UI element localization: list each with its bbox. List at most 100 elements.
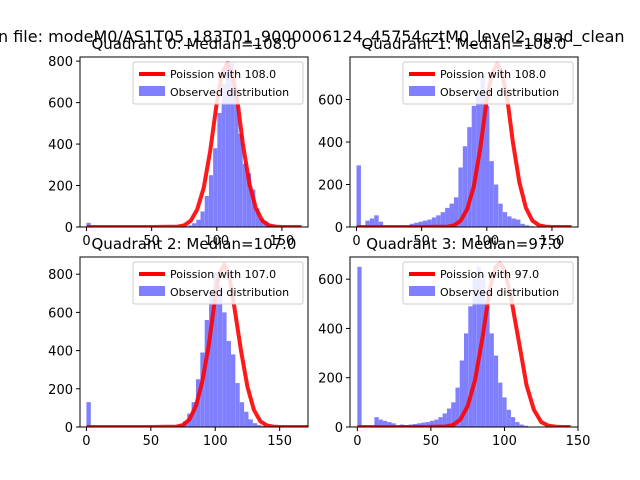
histogram-bar (480, 76, 485, 227)
y-tick-label: 400 (318, 136, 343, 151)
histogram-bar (464, 333, 469, 427)
histogram-bar (242, 163, 247, 227)
subplot-0: 0 50 100 150 0 200 400 600 800 Quadrant 0: Median… (48, 35, 309, 249)
histogram-bar (507, 216, 512, 227)
legend: Poission with 108.0 Observed distribution (132, 61, 304, 105)
histogram-bar (459, 360, 464, 427)
histogram-bar (484, 105, 490, 227)
histogram-bar (382, 420, 388, 427)
histogram-bar (438, 417, 443, 427)
histogram-bar (374, 215, 379, 227)
histogram-bar (244, 411, 249, 427)
histogram-bar (498, 203, 503, 227)
histogram-bar (431, 217, 437, 227)
histogram-bar (208, 175, 214, 227)
histogram-bar (515, 422, 520, 427)
histogram-bar (217, 112, 222, 227)
legend: Poission with 97.0 Observed distribution (402, 261, 574, 305)
y-tick-label: 200 (318, 372, 343, 387)
histogram-bar (252, 423, 258, 427)
histogram-bar (418, 221, 423, 227)
histogram-bar (357, 266, 362, 427)
y-tick-label: 400 (48, 138, 73, 153)
subplot-title: Quadrant 0: Median=108.0 (92, 35, 297, 53)
histogram-bar (239, 402, 245, 427)
legend-entry: Poission with 97.0 (440, 268, 539, 281)
histogram-bar (225, 61, 231, 227)
subplot-title: Quadrant 1: Median=108.0 (362, 35, 567, 53)
histogram-bar (222, 312, 227, 427)
histogram-bar (356, 165, 361, 227)
histogram-bar (498, 382, 503, 427)
legend-entry: Poission with 108.0 (440, 68, 546, 81)
subplot-2: 0 50 100 150 0 200 400 600 800 Quadrant 2: Median… (48, 235, 309, 449)
histogram-bar (378, 419, 383, 427)
histogram-bar (86, 402, 91, 427)
histogram-bar (192, 223, 197, 227)
subplot-title: Quadrant 2: Median=107.0 (92, 235, 297, 253)
histogram-bar (455, 387, 460, 427)
histogram-bar (209, 293, 214, 427)
histogram-bar (489, 161, 494, 227)
histogram-bar (213, 272, 218, 427)
histogram-bar (221, 83, 226, 227)
histogram-bar (369, 218, 375, 227)
histogram-bar (374, 417, 379, 427)
histogram-bar (429, 420, 435, 427)
histogram-bar (481, 279, 486, 427)
x-tick-label: 50 (423, 434, 440, 449)
histogram-bar (238, 133, 243, 227)
histogram-bar (445, 207, 450, 227)
x-tick-label: 0 (82, 234, 90, 249)
legend-bar-swatch (139, 86, 165, 96)
histogram-bar (493, 184, 499, 227)
histogram-bar (493, 355, 499, 427)
histogram-bar (257, 425, 262, 427)
x-tick-label: 0 (82, 434, 90, 449)
subplot-1: 0 50 100 150 0 200 400 600 Quadrant 1: Median=10… (318, 35, 579, 249)
histogram-bar (248, 419, 253, 427)
y-tick-label: 200 (48, 383, 73, 398)
histogram-bar (436, 215, 441, 227)
legend: Poission with 107.0 Observed distribution (132, 261, 304, 305)
histogram-bar (468, 306, 473, 427)
histogram-bar (510, 417, 516, 427)
histogram-bar (425, 422, 430, 427)
x-tick-label: 100 (203, 434, 228, 449)
subplot-title: Quadrant 3: Median=97.0 (366, 235, 561, 253)
legend-bar-swatch (409, 286, 435, 296)
histogram-bar (422, 220, 428, 227)
histogram-bar (471, 105, 477, 227)
y-tick-label: 600 (48, 306, 73, 321)
legend-entry: Observed distribution (170, 86, 289, 99)
legend-entry: Observed distribution (440, 86, 559, 99)
histogram-bar (472, 279, 477, 427)
y-tick-label: 0 (65, 221, 73, 236)
histogram-bar (200, 211, 205, 227)
histogram-bar (230, 354, 236, 427)
subplot-3: 0 50 100 150 0 200 400 600 Quadrant 3: Median=97… (318, 235, 590, 449)
legend-entry: Observed distribution (170, 286, 289, 299)
histogram-bar (446, 408, 452, 427)
x-tick-label: 100 (204, 234, 229, 249)
x-tick-label: 150 (540, 234, 565, 249)
histogram-bar (230, 63, 235, 227)
x-tick-label: 50 (143, 234, 160, 249)
histogram-bar (414, 222, 419, 227)
histogram-bar (246, 173, 252, 227)
histogram-bar (434, 419, 439, 427)
histogram-bar (204, 320, 210, 427)
histogram-bar (200, 352, 205, 427)
histogram-bar (489, 333, 494, 427)
histogram-bar (234, 90, 239, 227)
histogram-bar (502, 397, 507, 427)
legend-entry: Poission with 107.0 (170, 268, 276, 281)
histogram-bar (502, 212, 508, 227)
y-tick-label: 800 (48, 55, 73, 70)
histogram-bar (462, 146, 468, 227)
axes-frame (79, 56, 309, 228)
histogram-bar (524, 225, 530, 227)
y-tick-label: 600 (318, 273, 343, 288)
axes-frame (349, 256, 579, 428)
x-tick-label: 150 (267, 434, 292, 449)
